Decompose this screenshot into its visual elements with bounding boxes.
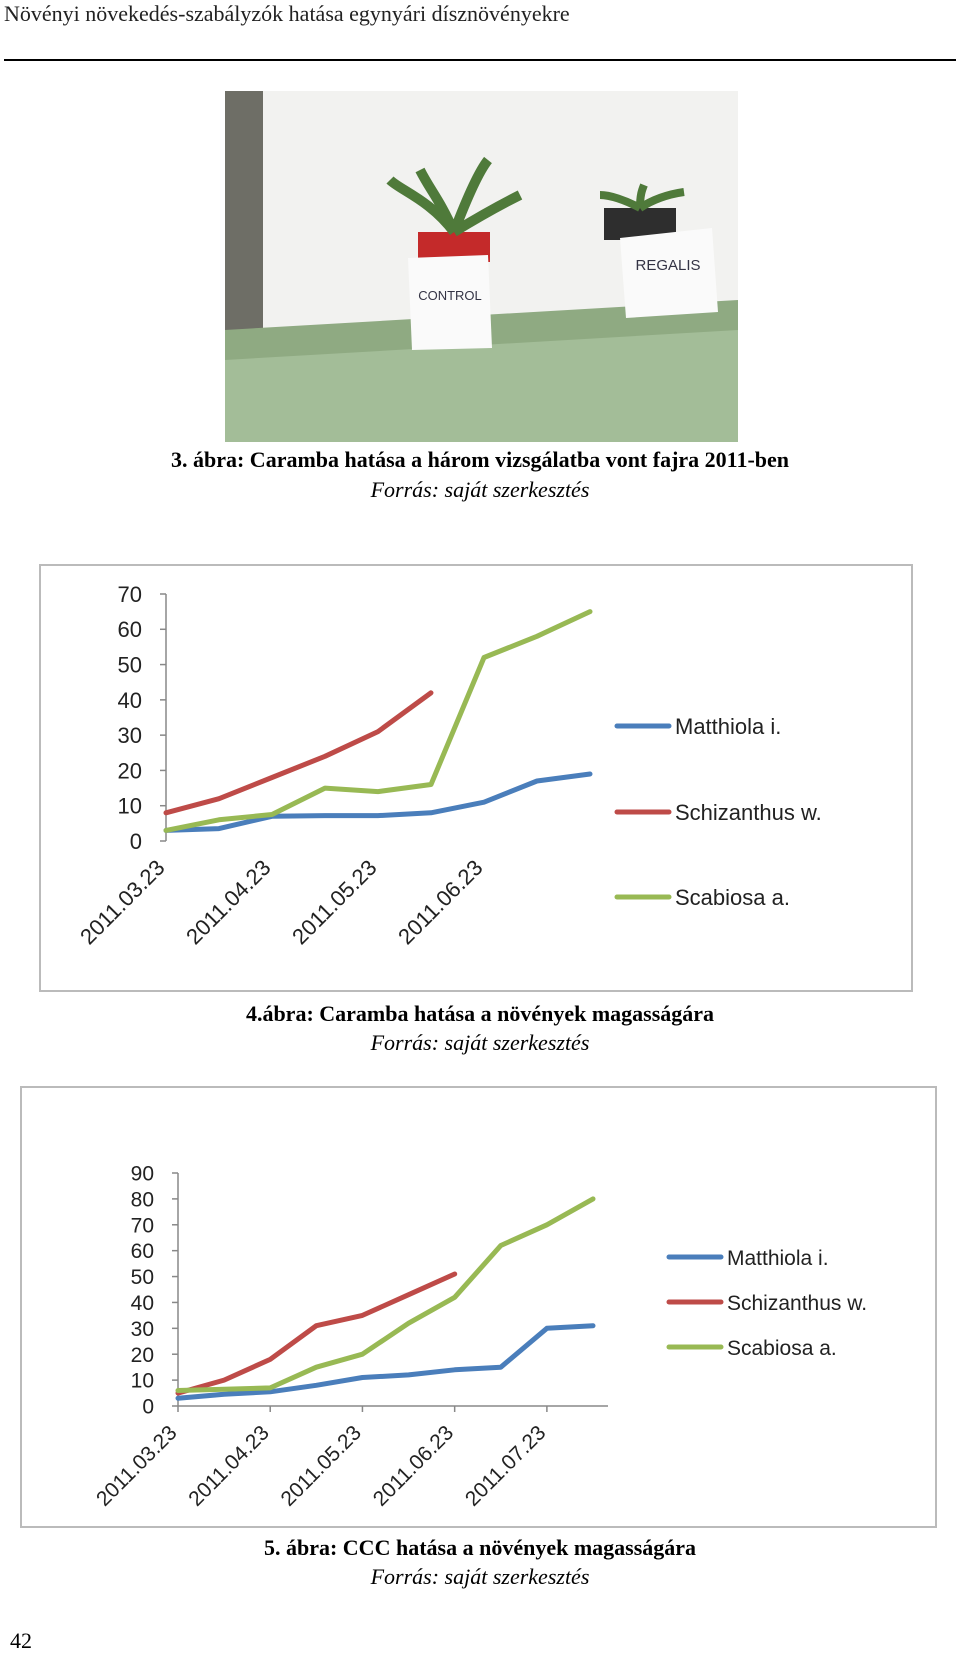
- series-line: [163, 771, 593, 833]
- y-tick-label: 10: [118, 794, 142, 819]
- y-tick-label: 50: [118, 652, 142, 677]
- figure-caption: 4.ábra: Caramba hatása a növények magass…: [246, 1001, 714, 1026]
- series-line: [175, 1323, 596, 1401]
- y-tick-label: 80: [131, 1188, 154, 1211]
- y-tick-label: 20: [118, 758, 142, 783]
- running-header: Növényi növekedés-szabályzók hatása egyn…: [4, 1, 570, 26]
- y-tick-label: 10: [131, 1370, 154, 1393]
- figure-caption: 5. ábra: CCC hatása a növények magasságá…: [264, 1535, 696, 1560]
- chart-frame: [20, 1086, 937, 1528]
- photo: CONTROL REGALIS: [225, 91, 738, 442]
- page-number: 42: [10, 1628, 32, 1653]
- legend-label: Schizanthus w.: [727, 1292, 867, 1315]
- photo-label: CONTROL: [418, 288, 482, 303]
- y-tick-label: 60: [118, 617, 142, 642]
- y-tick-label: 40: [118, 688, 142, 713]
- figure-source: Forrás: saját szerkesztés: [370, 1030, 590, 1055]
- y-tick-label: 20: [131, 1344, 154, 1367]
- y-tick-label: 0: [130, 829, 142, 854]
- y-tick-label: 70: [118, 582, 142, 607]
- y-tick-label: 70: [131, 1214, 154, 1237]
- series-line: [175, 1271, 458, 1396]
- chart-frame: [39, 564, 913, 992]
- legend-label: Schizanthus w.: [675, 800, 822, 825]
- photo-label: REGALIS: [635, 257, 700, 274]
- y-tick-label: 30: [131, 1318, 154, 1341]
- legend-label: Scabiosa a.: [727, 1337, 837, 1360]
- y-tick-label: 40: [131, 1292, 154, 1315]
- y-tick-label: 30: [118, 723, 142, 748]
- figure-source: Forrás: saját szerkesztés: [370, 477, 590, 502]
- y-tick-label: 60: [131, 1240, 154, 1263]
- legend-label: Matthiola i.: [675, 714, 781, 739]
- series-line: [175, 1196, 596, 1393]
- y-tick-label: 0: [142, 1396, 154, 1419]
- legend-label: Scabiosa a.: [675, 885, 790, 910]
- y-tick-label: 50: [131, 1266, 154, 1289]
- figure-source: Forrás: saját szerkesztés: [370, 1564, 590, 1589]
- series-line: [163, 609, 593, 833]
- figure-caption: 3. ábra: Caramba hatása a három vizsgála…: [171, 447, 789, 472]
- legend-label: Matthiola i.: [727, 1247, 829, 1270]
- y-tick-label: 90: [131, 1163, 154, 1186]
- series-line: [163, 690, 434, 816]
